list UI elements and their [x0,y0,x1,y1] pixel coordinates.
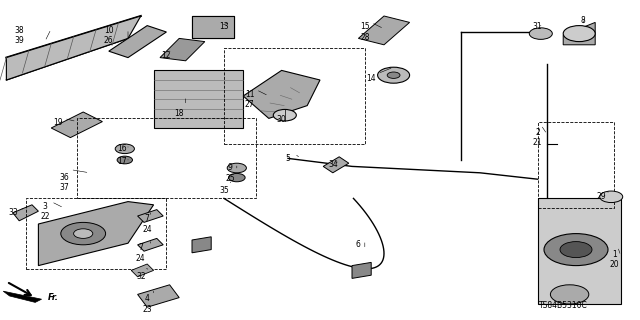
Text: 10
26: 10 26 [104,26,114,45]
Polygon shape [6,16,141,80]
Circle shape [550,285,589,304]
Polygon shape [192,16,234,38]
Polygon shape [51,112,102,138]
Polygon shape [138,285,179,307]
Circle shape [387,72,400,78]
Text: 7
24: 7 24 [142,214,152,234]
Circle shape [273,109,296,121]
Text: 16: 16 [116,144,127,153]
Circle shape [544,234,608,266]
Text: 17: 17 [116,157,127,166]
Circle shape [61,222,106,245]
Text: 38
39: 38 39 [14,26,24,45]
Circle shape [563,26,595,42]
Text: 29: 29 [596,192,607,201]
Text: 36
37: 36 37 [59,173,69,192]
Polygon shape [563,22,595,45]
Text: 33: 33 [8,208,18,217]
Circle shape [560,242,592,258]
Text: 11
27: 11 27 [244,90,255,109]
Text: 2
21: 2 21 [533,128,542,148]
Polygon shape [109,26,166,58]
Polygon shape [13,205,38,221]
Polygon shape [352,262,371,278]
Text: 14: 14 [366,74,376,83]
Polygon shape [154,70,243,128]
Text: 4
23: 4 23 [142,294,152,314]
Polygon shape [131,264,154,277]
Circle shape [74,229,93,238]
Text: 15
28: 15 28 [360,22,370,42]
Bar [192,16,234,38]
Polygon shape [192,237,211,253]
Text: 3
22: 3 22 [40,202,49,221]
Text: Fr.: Fr. [48,293,59,302]
Polygon shape [358,16,410,45]
Bar [538,198,621,304]
Text: TS84B5310C: TS84B5310C [539,301,588,310]
Text: 31: 31 [532,22,543,31]
Circle shape [227,163,246,173]
Text: 12: 12 [162,51,171,60]
Polygon shape [6,16,141,80]
Circle shape [529,28,552,39]
Bar [538,122,614,208]
Text: 6: 6 [356,240,361,249]
Bar [77,118,256,198]
Circle shape [600,191,623,203]
Polygon shape [38,202,154,266]
Polygon shape [138,238,163,251]
Text: 5: 5 [285,154,291,163]
Polygon shape [243,70,320,118]
Text: 19: 19 [52,118,63,127]
Polygon shape [323,157,349,173]
Text: 8: 8 [580,16,585,25]
Bar [224,48,365,144]
Polygon shape [3,291,42,302]
Text: 18: 18 [175,109,184,118]
Bar [26,198,166,269]
Text: 7
24: 7 24 [136,243,146,263]
Polygon shape [160,38,205,61]
Text: 30: 30 [276,115,287,124]
Text: 1
20: 1 20 [609,250,620,269]
Circle shape [117,156,132,164]
Text: 13: 13 [219,22,229,31]
Text: 9
25: 9 25 [225,163,236,183]
Circle shape [378,67,410,83]
Polygon shape [138,210,163,222]
Circle shape [115,144,134,154]
Circle shape [228,173,245,182]
Text: 32: 32 [136,272,146,281]
Text: 34: 34 [328,160,338,169]
Text: 35: 35 [219,186,229,195]
